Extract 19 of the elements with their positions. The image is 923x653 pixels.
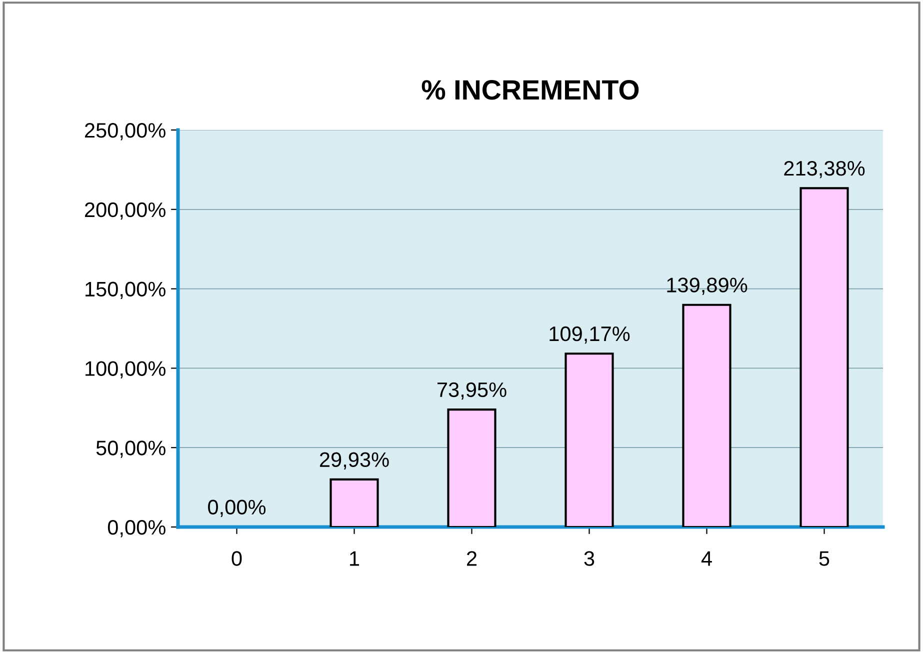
data-label: 73,95%	[437, 382, 506, 400]
y-tick-label: 100,00%	[86, 361, 166, 378]
data-label: 0,00%	[208, 500, 266, 518]
y-tick-label: 0,00%	[108, 520, 166, 538]
x-tick-label: 1	[350, 551, 360, 566]
data-label: 213,38%	[784, 160, 865, 178]
x-tick-label: 0	[232, 551, 242, 566]
x-tick-label: 5	[819, 551, 830, 566]
data-label: 29,93%	[320, 452, 389, 470]
x-tick-label: 4	[701, 551, 712, 566]
chart-title: % INCREMENTO	[422, 80, 639, 100]
y-tick-label: 50,00%	[96, 440, 166, 458]
y-tick-label: 150,00%	[86, 282, 166, 300]
y-tick-label: 250,00%	[85, 123, 166, 140]
data-label: 109,17%	[550, 326, 630, 344]
data-label: 139,89%	[667, 278, 748, 295]
x-tick-label: 3	[584, 551, 594, 566]
y-tick-label: 200,00%	[85, 202, 166, 220]
x-tick-label: 2	[467, 551, 476, 566]
